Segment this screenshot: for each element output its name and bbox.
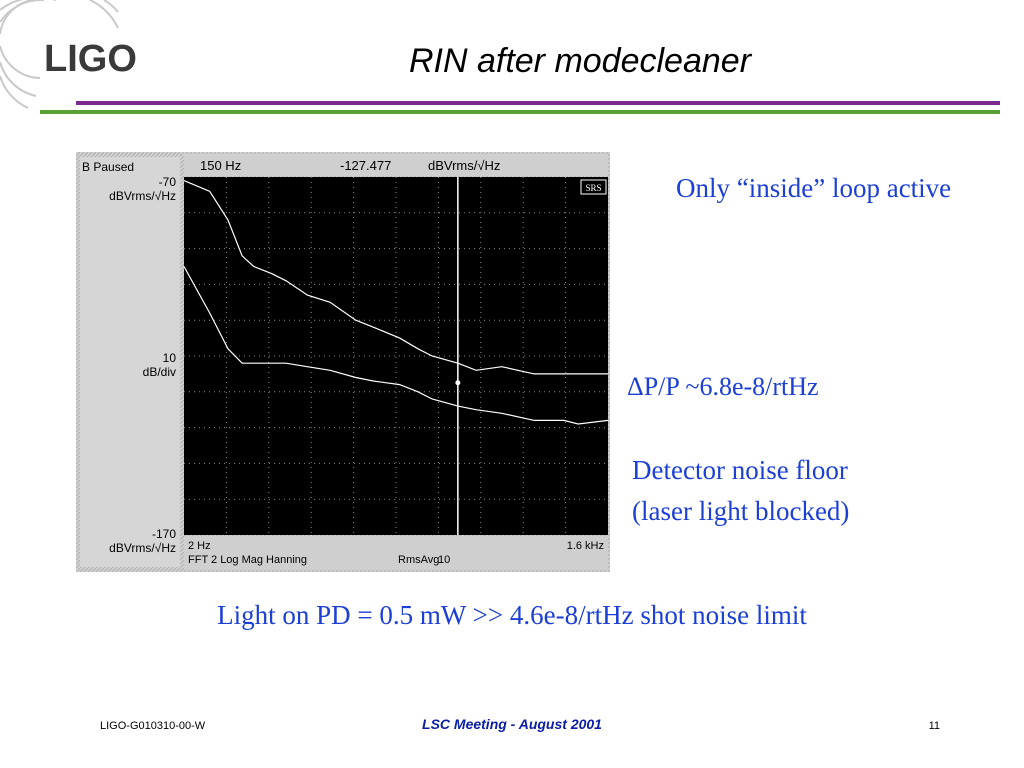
end-frequency: 1.6 kHz (567, 540, 604, 552)
marker-frequency: 150 Hz (200, 158, 241, 173)
analyzer-svg: SRS B Paused -70 dBVrms/√Hz 10 dB/div -1… (76, 152, 610, 572)
note-detector-floor: Detector noise floor (laser light blocke… (632, 450, 952, 532)
analyzer-status: B Paused (82, 160, 134, 174)
marker-value: -127.477 (340, 158, 391, 173)
analyzer-bottom-bar (184, 536, 608, 570)
note-detector-line2: (laser light blocked) (632, 496, 850, 526)
top-ref-unit: dBVrms/√Hz (109, 189, 176, 203)
average-count: 10 (438, 554, 450, 566)
detector-floor-trace (183, 266, 609, 425)
ligo-logo: LIGO (44, 38, 137, 80)
bottom-ref-value: -170 (152, 527, 176, 541)
scale-unit: dB/div (143, 365, 176, 379)
note-detector-line1: Detector noise floor (632, 455, 848, 485)
srs-badge-text: SRS (585, 183, 601, 193)
bottom-ref-unit: dBVrms/√Hz (109, 541, 176, 555)
srs-badge (580, 179, 607, 195)
rin-trace (183, 180, 608, 375)
measurement-label: FFT 2 Log Mag Hanning (188, 554, 307, 566)
scale-value: 10 (163, 351, 177, 365)
note-inside-loop: Only “inside” loop active (676, 173, 952, 203)
footer-doc-id: LIGO-G010310-00-W (100, 720, 206, 732)
analyzer-left-panel (80, 157, 180, 567)
start-frequency: 2 Hz (188, 540, 211, 552)
analyzer-top-bar (184, 154, 608, 176)
header-rule-purple (76, 101, 1000, 105)
marker-unit: dBVrms/√Hz (428, 158, 500, 173)
analyzer-grid (184, 177, 608, 535)
footer-page-number: 11 (928, 720, 940, 732)
spectrum-analyzer-display: SRS B Paused -70 dBVrms/√Hz 10 dB/div -1… (76, 152, 610, 572)
header-rule-green (40, 110, 1000, 114)
footer-meeting: LSC Meeting - August 2001 (422, 716, 602, 732)
ligo-logo-arcs (0, 0, 119, 109)
note-light-on-pd: Light on PD = 0.5 mW >> 4.6e-8/rtHz shot… (217, 600, 807, 630)
average-label: RmsAvg (398, 554, 439, 566)
slide-title: RIN after modecleaner (408, 42, 752, 80)
note-rin-value: ΔP/P ~6.8e-8/rtHz (627, 372, 819, 401)
top-ref-value: -70 (159, 175, 177, 189)
